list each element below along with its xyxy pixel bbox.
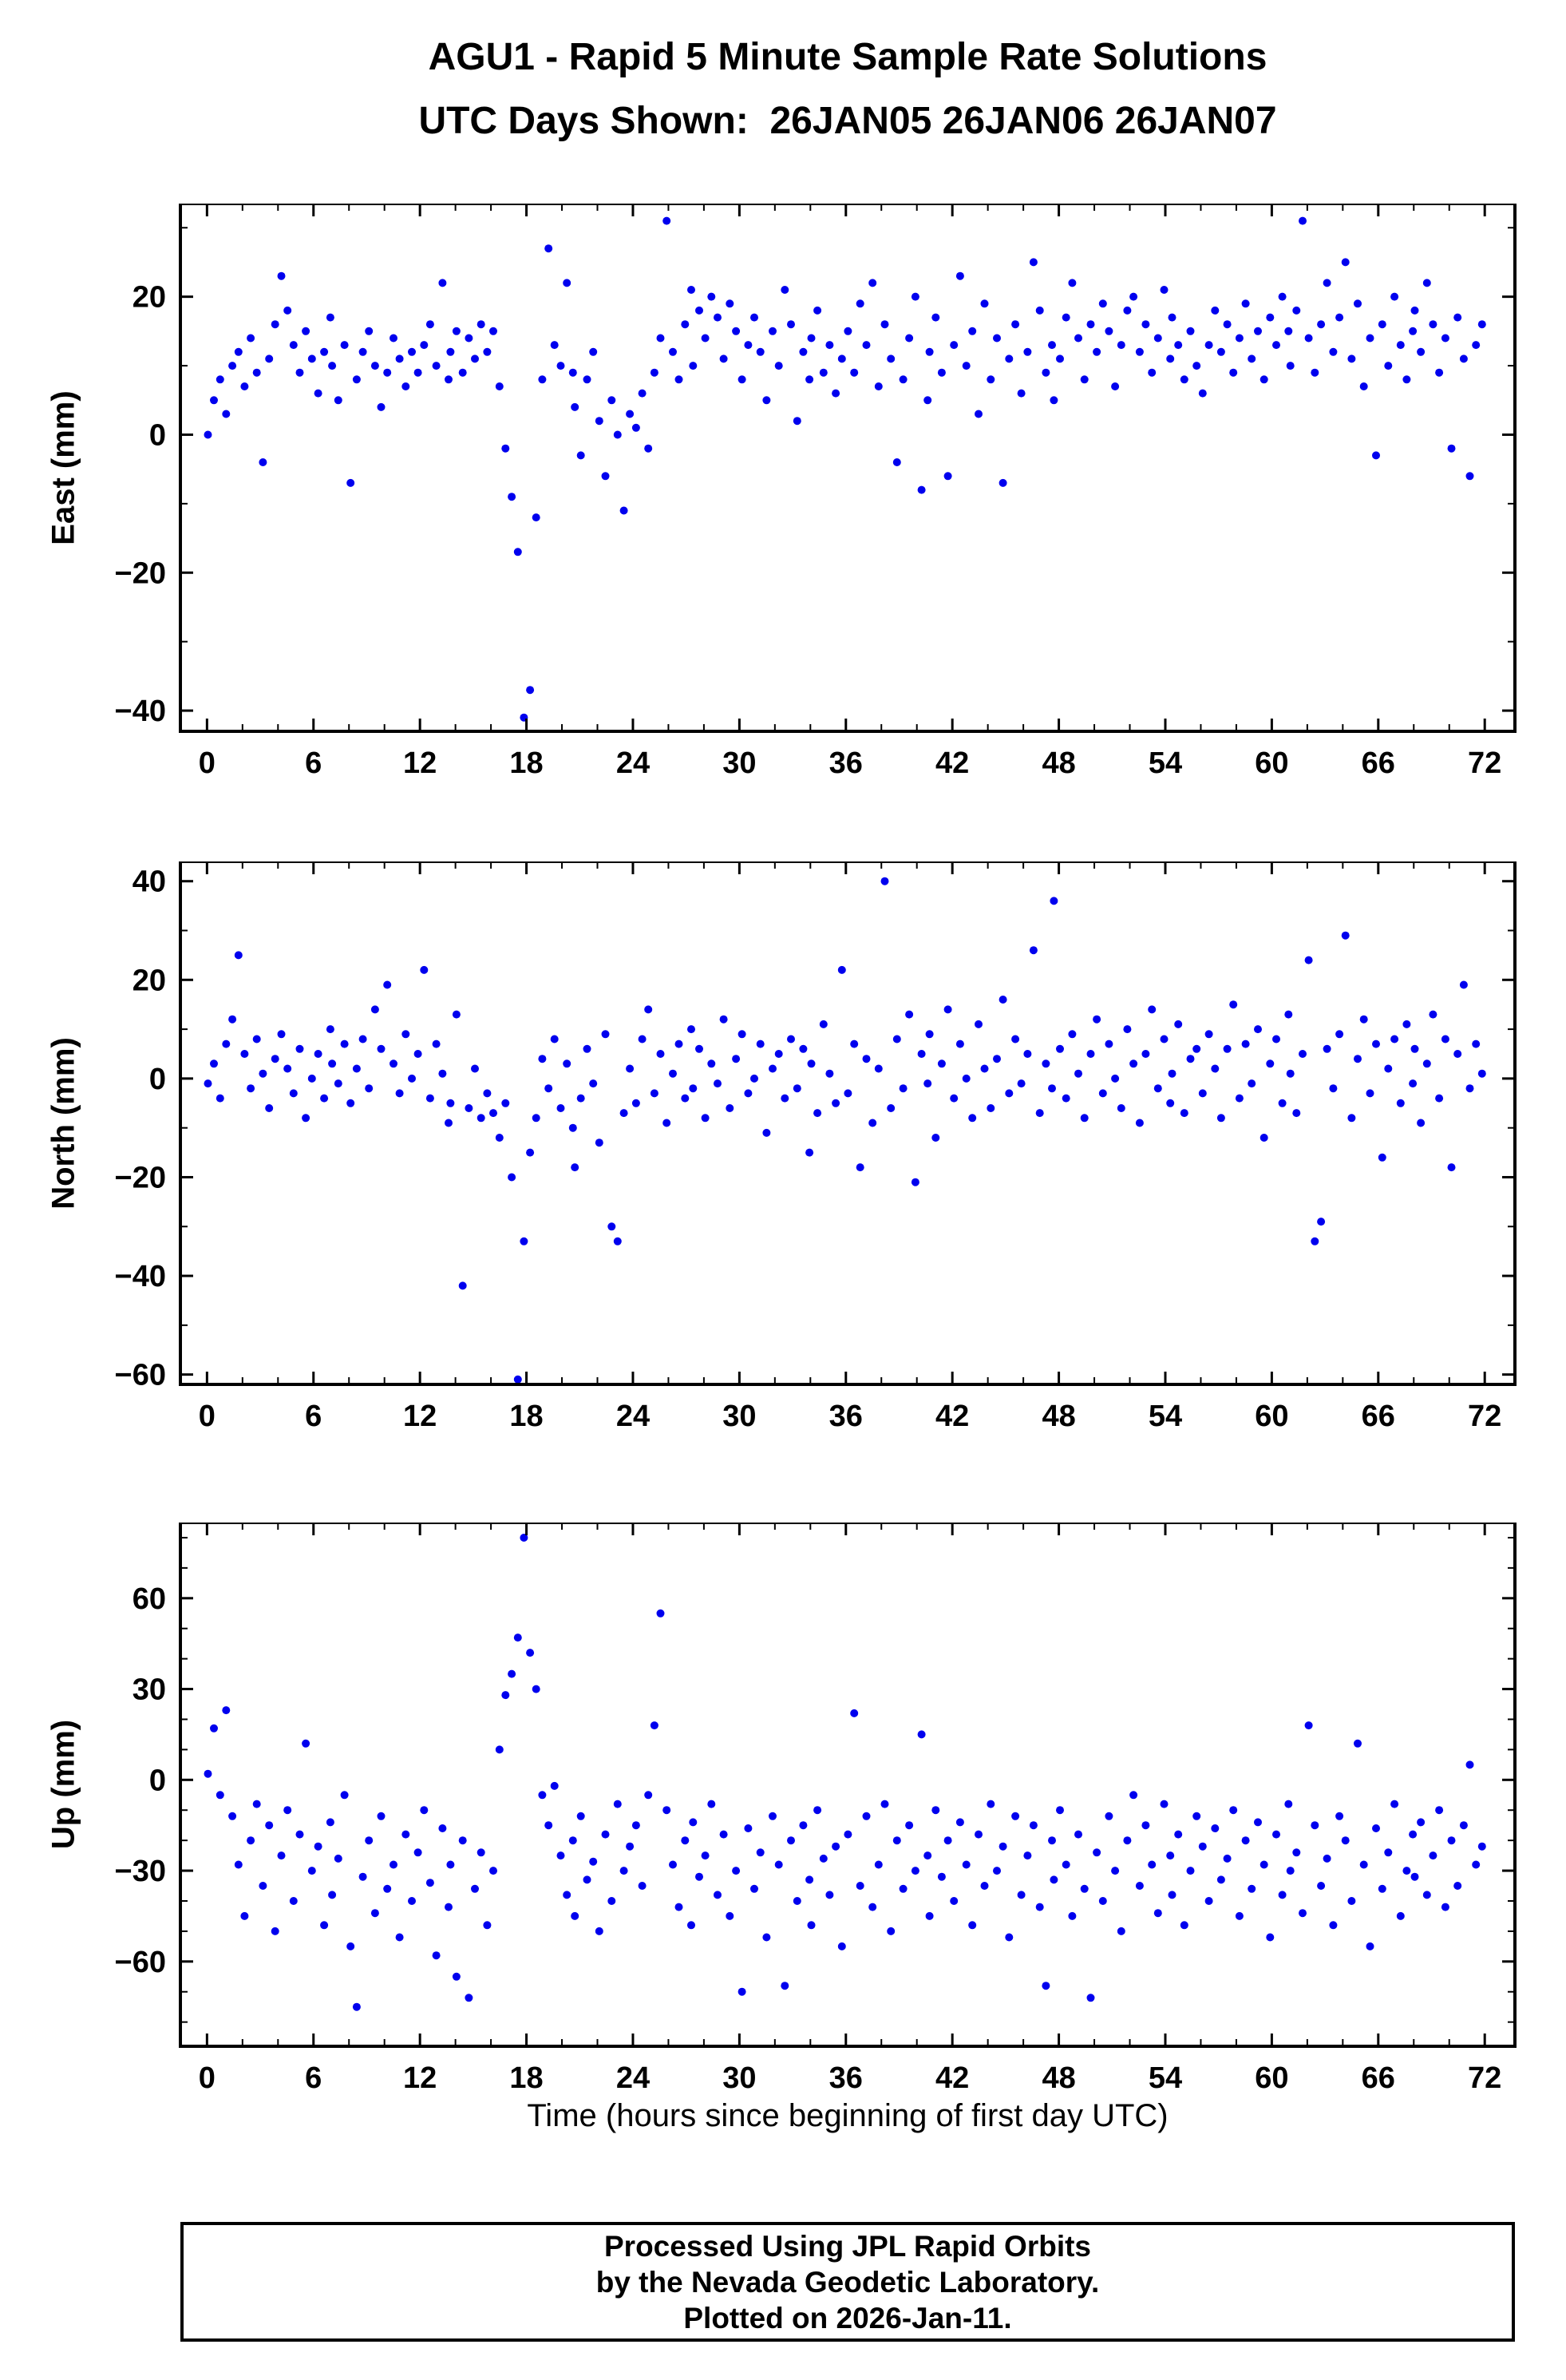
- svg-text:18: 18: [509, 2061, 543, 2095]
- svg-text:20: 20: [132, 964, 166, 997]
- svg-text:48: 48: [1042, 1400, 1075, 1433]
- svg-text:−30: −30: [115, 1855, 166, 1888]
- x-axis-label: Time (hours since beginning of first day…: [527, 2098, 1169, 2133]
- svg-text:12: 12: [403, 746, 437, 780]
- svg-text:0: 0: [199, 1400, 216, 1433]
- svg-text:0: 0: [199, 2061, 216, 2095]
- svg-text:18: 18: [509, 1400, 543, 1433]
- footer-line-1: Processed Using JPL Rapid Orbits: [604, 2229, 1091, 2263]
- svg-text:6: 6: [305, 746, 322, 780]
- svg-text:42: 42: [935, 1400, 969, 1433]
- svg-text:20: 20: [132, 281, 166, 315]
- svg-text:66: 66: [1362, 2061, 1395, 2095]
- svg-text:48: 48: [1042, 746, 1075, 780]
- svg-text:−20: −20: [115, 1161, 166, 1194]
- svg-text:30: 30: [722, 746, 756, 780]
- svg-text:66: 66: [1362, 746, 1395, 780]
- up-scatter-panel: 0 6 12 18 24 30 36 42 48 54 60 66 72 −60 −30 0 30 60: [115, 1523, 1517, 2095]
- svg-text:0: 0: [149, 1063, 166, 1096]
- svg-text:60: 60: [132, 1582, 166, 1616]
- footer-line-3: Plotted on 2026-Jan-11.: [683, 2301, 1012, 2334]
- footer-line-2: by the Nevada Geodetic Laboratory.: [595, 2265, 1100, 2299]
- page-title: AGU1 - Rapid 5 Minute Sample Rate Soluti…: [428, 36, 1267, 78]
- svg-text:60: 60: [1255, 2061, 1288, 2095]
- east-scatter-panel: 0 6 12 18 24 30 36 42 48 54 60 66 72 −40 −20 0 20: [115, 204, 1517, 780]
- svg-text:12: 12: [403, 1400, 437, 1433]
- svg-text:72: 72: [1468, 746, 1501, 780]
- svg-text:30: 30: [722, 2061, 756, 2095]
- svg-text:−40: −40: [115, 1260, 166, 1293]
- svg-text:54: 54: [1149, 2061, 1182, 2095]
- svg-text:42: 42: [935, 746, 969, 780]
- svg-text:54: 54: [1149, 1400, 1182, 1433]
- svg-text:−20: −20: [115, 556, 166, 590]
- svg-text:40: 40: [132, 865, 166, 899]
- svg-text:6: 6: [305, 1400, 322, 1433]
- svg-text:60: 60: [1255, 746, 1288, 780]
- svg-text:6: 6: [305, 2061, 322, 2095]
- svg-text:60: 60: [1255, 1400, 1288, 1433]
- svg-text:0: 0: [199, 746, 216, 780]
- svg-text:24: 24: [616, 2061, 650, 2095]
- svg-text:72: 72: [1468, 2061, 1501, 2095]
- svg-text:30: 30: [722, 1400, 756, 1433]
- svg-text:−40: −40: [115, 695, 166, 728]
- svg-text:24: 24: [616, 1400, 650, 1433]
- svg-text:36: 36: [829, 746, 863, 780]
- svg-text:−60: −60: [115, 1946, 166, 1979]
- svg-text:42: 42: [935, 2061, 969, 2095]
- svg-text:36: 36: [829, 1400, 863, 1433]
- svg-text:30: 30: [132, 1673, 166, 1707]
- svg-text:18: 18: [509, 746, 543, 780]
- svg-text:24: 24: [616, 746, 650, 780]
- page-subtitle: UTC Days Shown: 26JAN05 26JAN06 26JAN07: [418, 100, 1277, 142]
- svg-text:0: 0: [149, 418, 166, 452]
- svg-text:36: 36: [829, 2061, 863, 2095]
- svg-text:66: 66: [1362, 1400, 1395, 1433]
- footer-box: Processed Using JPL Rapid Orbits by the …: [180, 2222, 1515, 2342]
- svg-text:−60: −60: [115, 1359, 166, 1392]
- svg-text:12: 12: [403, 2061, 437, 2095]
- svg-text:54: 54: [1149, 746, 1182, 780]
- svg-text:0: 0: [149, 1764, 166, 1797]
- svg-text:48: 48: [1042, 2061, 1075, 2095]
- svg-text:72: 72: [1468, 1400, 1501, 1433]
- north-scatter-panel: 0 6 12 18 24 30 36 42 48 54 60 66 72 −60 −40 −20 0 20 40: [115, 861, 1517, 1433]
